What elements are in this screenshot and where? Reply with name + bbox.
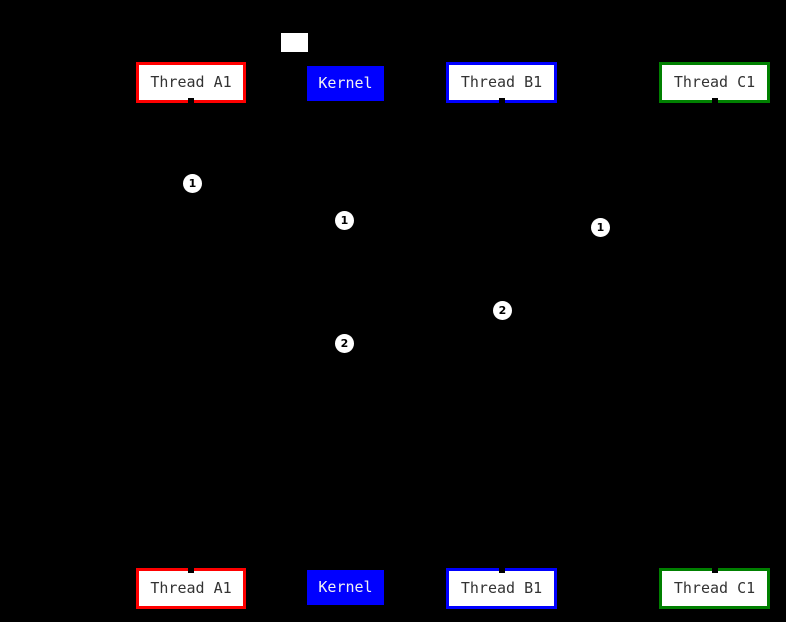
participant-box-thread-a1-top: Thread A1 (136, 62, 246, 103)
participant-label-thread-b1: Thread B1 (460, 579, 543, 597)
sequence-number-marker: 1 (591, 218, 610, 237)
participant-label-thread-c1: Thread C1 (673, 73, 756, 91)
lifeline-notch (498, 98, 505, 103)
lifeline-notch (188, 568, 194, 573)
blank-note-box (281, 33, 308, 52)
participant-box-thread-a1-bottom: Thread A1 (136, 568, 246, 609)
participant-label-thread-b1: Thread B1 (460, 73, 543, 91)
participant-box-kernel-top: Kernel (307, 66, 384, 101)
participant-label-kernel: Kernel (318, 74, 373, 92)
lifeline-notch (711, 568, 718, 573)
lifeline-notch (498, 568, 505, 573)
participant-label-kernel: Kernel (318, 578, 373, 596)
participant-box-thread-c1-top: Thread C1 (659, 62, 770, 103)
participant-box-thread-b1-top: Thread B1 (446, 62, 557, 103)
participant-label-thread-c1: Thread C1 (673, 579, 756, 597)
sequence-number-marker: 1 (183, 174, 202, 193)
participant-label-thread-a1: Thread A1 (150, 579, 232, 597)
lifeline-notch (188, 98, 194, 103)
sequence-number-marker: 2 (335, 334, 354, 353)
participant-box-thread-b1-bottom: Thread B1 (446, 568, 557, 609)
sequence-number-marker: 1 (335, 211, 354, 230)
participant-box-thread-c1-bottom: Thread C1 (659, 568, 770, 609)
lifeline-notch (711, 98, 718, 103)
participant-label-thread-a1: Thread A1 (150, 73, 232, 91)
sequence-number-marker: 2 (493, 301, 512, 320)
participant-box-kernel-bottom: Kernel (307, 570, 384, 605)
